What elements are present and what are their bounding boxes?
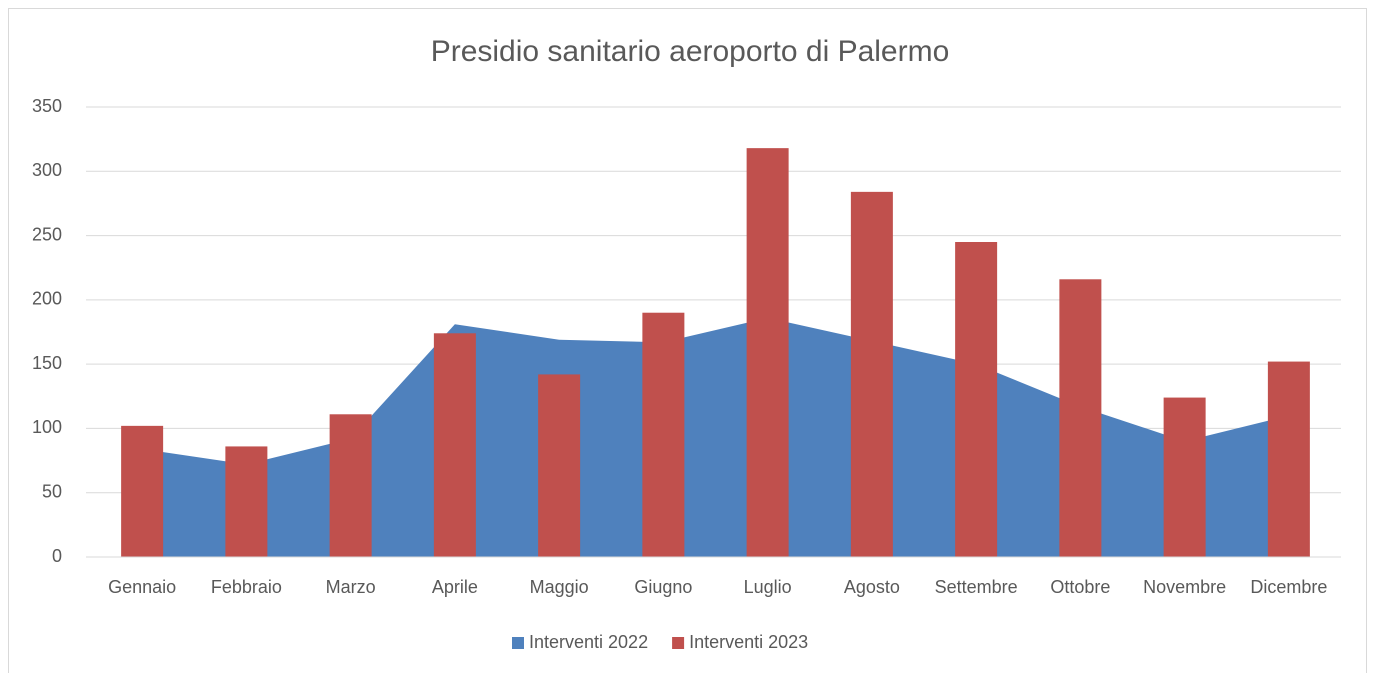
legend-swatch <box>672 637 685 649</box>
y-tick-label: 300 <box>32 160 62 180</box>
x-tick-label: Marzo <box>326 577 376 597</box>
bar <box>1267 361 1310 557</box>
y-tick-label: 250 <box>32 224 62 244</box>
x-tick-label: Giugno <box>634 577 692 597</box>
bar <box>329 414 372 557</box>
x-tick-label: Agosto <box>844 577 900 597</box>
x-tick-label: Gennaio <box>108 577 176 597</box>
bar <box>850 191 893 557</box>
chart-title: Presidio sanitario aeroporto di Palermo <box>431 35 950 68</box>
bar <box>1163 397 1206 557</box>
y-tick-label: 100 <box>32 417 62 437</box>
y-tick-label: 200 <box>32 289 62 309</box>
x-tick-label: Luglio <box>744 577 792 597</box>
y-tick-label: 50 <box>42 481 62 501</box>
bar <box>955 242 998 557</box>
area <box>142 317 1289 557</box>
legend-label: Interventi 2022 <box>529 632 648 652</box>
bar <box>225 446 268 557</box>
y-tick-label: 150 <box>32 353 62 373</box>
bar <box>746 148 789 557</box>
y-tick-label: 0 <box>52 546 62 566</box>
legend-swatch <box>512 637 524 649</box>
x-tick-label: Aprile <box>432 577 478 597</box>
x-tick-label: Dicembre <box>1250 577 1327 597</box>
legend-label: Interventi 2023 <box>689 632 808 652</box>
bar <box>121 425 164 557</box>
x-tick-label: Novembre <box>1143 577 1226 597</box>
bar <box>642 312 685 557</box>
bar <box>538 374 581 557</box>
x-tick-label: Settembre <box>935 577 1018 597</box>
x-tick-label: Maggio <box>530 577 589 597</box>
bar <box>433 333 476 557</box>
bar <box>1059 279 1102 557</box>
x-tick-label: Ottobre <box>1050 577 1110 597</box>
x-tick-label: Febbraio <box>211 577 282 597</box>
y-tick-label: 350 <box>32 96 62 116</box>
